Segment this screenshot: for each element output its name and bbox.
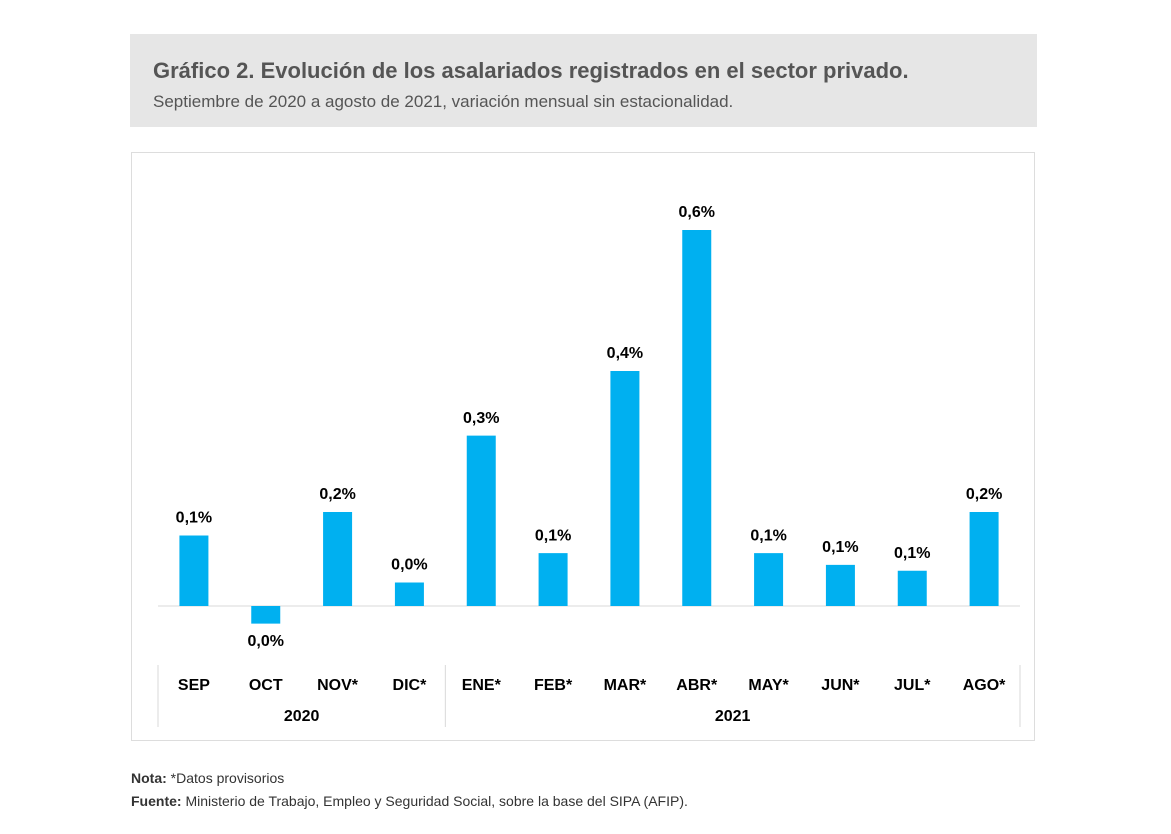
x-tick-label: ABR*: [676, 677, 718, 694]
note-text: *Datos provisorios: [170, 770, 285, 786]
group-label: 2021: [715, 708, 751, 725]
data-label: 0,4%: [607, 345, 643, 362]
data-label: 0,1%: [822, 539, 858, 556]
bar: [251, 606, 281, 624]
data-label: 0,1%: [535, 527, 571, 544]
source: Fuente: Ministerio de Trabajo, Empleo y …: [131, 793, 688, 809]
x-tick-label: OCT: [249, 677, 283, 694]
note-label: Nota:: [131, 770, 167, 786]
x-tick-label: MAR*: [604, 677, 647, 694]
bar: [825, 564, 855, 606]
note: Nota: *Datos provisorios: [131, 770, 284, 786]
x-tick-label: MAY*: [748, 677, 789, 694]
x-tick-label: SEP: [178, 677, 210, 694]
data-label: 0,2%: [319, 486, 355, 503]
title: Gráfico 2. Evolución de los asalariados …: [153, 58, 909, 83]
chart-frame: [131, 152, 1035, 741]
source-text: Ministerio de Trabajo, Empleo y Segurida…: [185, 793, 688, 809]
data-label: 0,1%: [176, 510, 212, 527]
subtitle: Septiembre de 2020 a agosto de 2021, var…: [153, 92, 734, 111]
data-label: 0,0%: [391, 557, 427, 574]
x-tick-label: DIC*: [393, 677, 428, 694]
bar: [754, 553, 784, 606]
header: Gráfico 2. Evolución de los asalariados …: [130, 34, 1037, 127]
bar: [179, 535, 209, 606]
data-label: 0,0%: [248, 633, 284, 650]
bar: [610, 371, 640, 606]
bar: [323, 512, 353, 606]
bar: [538, 553, 568, 606]
x-tick-label: ENE*: [462, 677, 502, 694]
data-label: 0,1%: [894, 545, 930, 562]
x-tick-label: JUL*: [894, 677, 931, 694]
x-tick-label: FEB*: [534, 677, 573, 694]
group-label: 2020: [284, 708, 320, 725]
data-label: 0,3%: [463, 410, 499, 427]
data-label: 0,6%: [679, 204, 715, 221]
x-tick-label: NOV*: [317, 677, 359, 694]
bar: [897, 570, 927, 606]
x-tick-label: JUN*: [821, 677, 860, 694]
data-label: 0,2%: [966, 486, 1002, 503]
x-tick-label: AGO*: [963, 677, 1006, 694]
bar: [394, 582, 424, 606]
bar: [969, 512, 999, 606]
bar: [466, 435, 496, 606]
bar: [682, 230, 712, 606]
data-label: 0,1%: [750, 527, 786, 544]
source-label: Fuente:: [131, 793, 182, 809]
